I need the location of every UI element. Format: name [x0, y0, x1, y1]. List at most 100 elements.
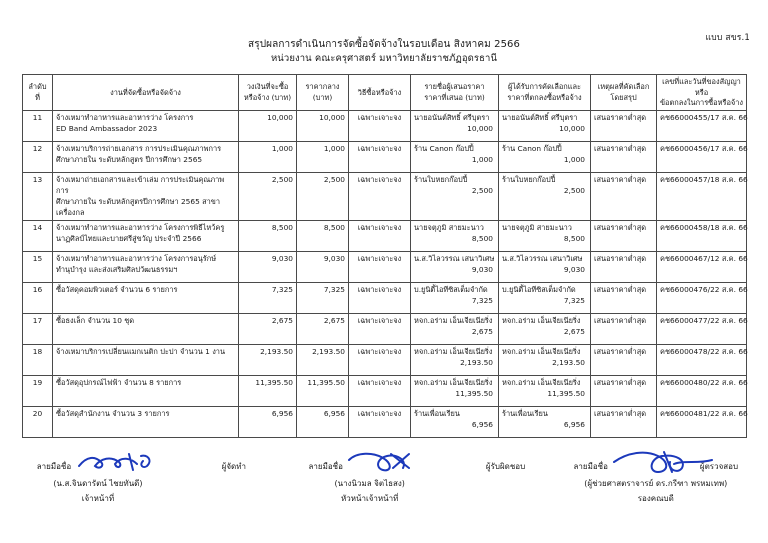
cell-bidder-name: บ.ยูนิตี้ไอทีซิสเต็มจำกัด	[414, 285, 488, 295]
table-row: 13 จ้างเหมาถ่ายเอกสารและเข้าเล่ม การประเ…	[22, 172, 748, 222]
cell-description-line1: จ้างเหมาถ่ายเอกสารและเข้าเล่ม การประเมิน…	[56, 175, 225, 196]
cell-winner-name: น.ส.วิไลวรรณ เสนาวิเศษ	[502, 254, 583, 264]
cell-winner: น.ส.วิไลวรรณ เสนาวิเศษ 9,030	[498, 251, 591, 284]
handwritten-signature-icon	[347, 450, 431, 474]
cell-method: เฉพาะเจาะจง	[348, 110, 411, 143]
cell-description: จ้างเหมาทำอาหารและอาหารว่าง โครงการพิธีไ…	[52, 220, 239, 253]
cell-winner-name: ร้านเพื่อนเรียน	[502, 409, 548, 419]
column-header-midprice-line2: (บาท)	[312, 92, 333, 102]
table-header: ลำดับ ที่ งานที่จัดซื้อหรือจัดจ้าง วงเงิ…	[22, 74, 747, 112]
cell-reason: เสนอราคาต่ำสุด	[590, 375, 657, 408]
table-row: 12 จ้างเหมาบริการถ่ายเอกสาร การประเมินคุ…	[22, 141, 748, 174]
table-row: 20 ซื้อวัสดุสำนักงาน จำนวน 3 รายการ 6,95…	[22, 406, 748, 439]
column-header-bidder-line2: ราคาที่เสนอ (บาท)	[424, 92, 485, 102]
cell-bidder-amount: 1,000	[471, 155, 493, 165]
cell-reference: คช66000457/18 ส.ค. 66	[656, 172, 748, 222]
cell-bidder-amount: 8,500	[471, 234, 493, 244]
column-header-bidder: รายชื่อผู้เสนอราคา ราคาที่เสนอ (บาท)	[410, 74, 499, 112]
cell-method: เฉพาะเจาะจง	[348, 313, 411, 346]
cell-no: 16	[22, 282, 53, 315]
cell-budget: 7,325	[238, 282, 297, 315]
column-header-midprice-line1: ราคากลาง	[305, 82, 340, 92]
cell-description: ซื้อธงเล็ก จำนวน 10 ชุด	[52, 313, 239, 346]
cell-description-line2: ED Band Ambassador 2023	[56, 124, 158, 134]
signature-line: ลายมือชื่อ ผู้ตรวจสอบ	[574, 451, 738, 474]
column-header-bidder-line1: รายชื่อผู้เสนอราคา	[424, 82, 485, 92]
cell-description-line2: ศึกษาภายใน ระดับหลักสูตร ปีการศึกษา 2565	[56, 155, 203, 165]
signature-block-verifier: ลายมือชื่อ ผู้ตรวจสอบ (ผู้ช่วยศาสตราจารย…	[574, 451, 738, 505]
table-body: 11 จ้างเหมาทำอาหารและอาหารว่าง โครงการ E…	[22, 110, 748, 439]
cell-description-line1: ซื้อวัสดุคอมพิวเตอร์ จำนวน 6 รายการ	[56, 285, 178, 295]
cell-method: เฉพาะเจาะจง	[348, 251, 411, 284]
cell-winner: ร้านเพื่อนเรียน 6,956	[498, 406, 591, 439]
cell-winner-name: นายอนันต์สิทธิ์ ศรีบุตรา	[502, 113, 578, 123]
cell-winner-amount: 6,956	[563, 420, 585, 430]
cell-description-line1: จ้างเหมาทำอาหารและอาหารว่าง โครงการ	[56, 113, 194, 123]
cell-reason: เสนอราคาต่ำสุด	[590, 313, 657, 346]
cell-bidder-name: หจก.อร่าม เอ็นเจียเนียริ่ง	[414, 378, 493, 388]
cell-bidder: ร้าน Canon ก๊อปปี้ 1,000	[410, 141, 499, 174]
cell-winner-amount: 7,325	[563, 296, 585, 306]
cell-midprice: 1,000	[296, 141, 349, 174]
cell-description: ซื้อวัสดุสำนักงาน จำนวน 3 รายการ	[52, 406, 239, 439]
table-row: 14 จ้างเหมาทำอาหารและอาหารว่าง โครงการพิ…	[22, 220, 748, 253]
table-row: 11 จ้างเหมาทำอาหารและอาหารว่าง โครงการ E…	[22, 110, 748, 143]
cell-reference: คช66000478/22 ส.ค. 66	[656, 344, 748, 377]
cell-reference: คช66000476/22 ส.ค. 66	[656, 282, 748, 315]
cell-budget: 6,956	[238, 406, 297, 439]
column-header-winner-line1: ผู้ได้รับการคัดเลือกและ	[507, 82, 582, 92]
cell-budget: 2,675	[238, 313, 297, 346]
cell-description-line2: ทำนุบำรุง และส่งเสริมศิลปวัฒนธรรมฯ	[56, 265, 178, 275]
column-header-description: งานที่จัดซื้อหรือจัดจ้าง	[52, 74, 239, 112]
page-subtitle: หน่วยงาน คณะครุศาสตร์ มหาวิทยาลัยราชภัฏอ…	[270, 52, 498, 64]
cell-no: 17	[22, 313, 53, 346]
column-header-reason-line1: เหตุผลที่คัดเลือก	[597, 82, 650, 92]
signature-section: ลายมือชื่อ (น.ส.จินดารัตน์ ไชยทันดี) เจ้…	[0, 450, 768, 505]
cell-bidder-amount: 10,000	[467, 124, 493, 134]
cell-budget: 8,500	[238, 220, 297, 253]
cell-winner-amount: 2,193.50	[552, 358, 585, 368]
cell-description-line1: ซื้อธงเล็ก จำนวน 10 ชุด	[56, 316, 135, 326]
cell-winner: หจก.อร่าม เอ็นเจียเนียริ่ง 11,395.50	[498, 375, 591, 408]
table-row: 17 ซื้อธงเล็ก จำนวน 10 ชุด 2,675 2,675 เ…	[22, 313, 748, 346]
signature-label: ลายมือชื่อ	[36, 462, 72, 471]
column-header-no-line1: ลำดับ	[28, 82, 47, 92]
cell-midprice: 8,500	[296, 220, 349, 253]
cell-method: เฉพาะเจาะจง	[348, 141, 411, 174]
cell-winner-amount: 8,500	[563, 234, 585, 244]
cell-reason: เสนอราคาต่ำสุด	[590, 344, 657, 377]
cell-description: จ้างเหมาบริการเปลี่ยนแมกเนติก ปะปา จำนวน…	[52, 344, 239, 377]
cell-winner-amount: 1,000	[563, 155, 585, 165]
cell-reason: เสนอราคาต่ำสุด	[590, 141, 657, 174]
signature-block-preparer: ลายมือชื่อ (น.ส.จินดารัตน์ ไชยทันดี) เจ้…	[30, 452, 166, 505]
column-header-budget: วงเงินที่จะซื้อ หรือจ้าง (บาท)	[238, 74, 297, 112]
cell-midprice: 6,956	[296, 406, 349, 439]
signature-role-line: ผู้จัดทำ	[166, 452, 302, 474]
cell-winner-name: ร้าน Canon ก๊อปปี้	[502, 144, 562, 154]
cell-midprice: 7,325	[296, 282, 349, 315]
cell-description-line2: ศึกษาภายใน ระดับหลักสูตรปีการศึกษา 2565 …	[56, 196, 220, 217]
cell-reason: เสนอราคาต่ำสุด	[590, 220, 657, 253]
cell-budget: 2,500	[238, 172, 297, 222]
column-header-budget-line1: วงเงินที่จะซื้อ	[246, 82, 289, 92]
column-header-reference-line1: เลขที่และวันที่ของสัญญาหรือ	[662, 77, 741, 97]
column-header-reference: เลขที่และวันที่ของสัญญาหรือ ข้อตกลงในการ…	[656, 74, 747, 112]
cell-budget: 10,000	[238, 110, 297, 143]
cell-winner: หจก.อร่าม เอ็นเจียเนียริ่ง 2,193.50	[498, 344, 591, 377]
signature-role-label: ผู้รับผิดชอบ	[485, 462, 526, 471]
cell-reason: เสนอราคาต่ำสุด	[590, 282, 657, 315]
cell-no: 19	[22, 375, 53, 408]
cell-description: ซื้อวัสดุอุปกรณ์ไฟฟ้า จำนวน 8 รายการ	[52, 375, 239, 408]
cell-midprice: 2,500	[296, 172, 349, 222]
cell-winner-name: หจก.อร่าม เอ็นเจียเนียริ่ง	[502, 316, 581, 326]
cell-bidder-name: ร้านใบหยกก๊อปปี้	[414, 175, 468, 185]
cell-bidder-name: ร้านเพื่อนเรียน	[414, 409, 460, 419]
cell-winner: ร้าน Canon ก๊อปปี้ 1,000	[498, 141, 591, 174]
cell-winner: ร้านใบหยกก๊อปปี้ 2,500	[498, 172, 591, 222]
form-code-label: แบบ สขร.1	[705, 33, 750, 43]
cell-bidder: หจก.อร่าม เอ็นเจียเนียริ่ง 2,675	[410, 313, 499, 346]
table-row: 16 ซื้อวัสดุคอมพิวเตอร์ จำนวน 6 รายการ 7…	[22, 282, 748, 315]
cell-reference: คช66000480/22 ส.ค. 66	[656, 375, 748, 408]
cell-description-line1: จ้างเหมาบริการถ่ายเอกสาร การประเมินคุณภา…	[56, 144, 222, 154]
cell-winner-name: หจก.อร่าม เอ็นเจียเนียริ่ง	[502, 347, 581, 357]
